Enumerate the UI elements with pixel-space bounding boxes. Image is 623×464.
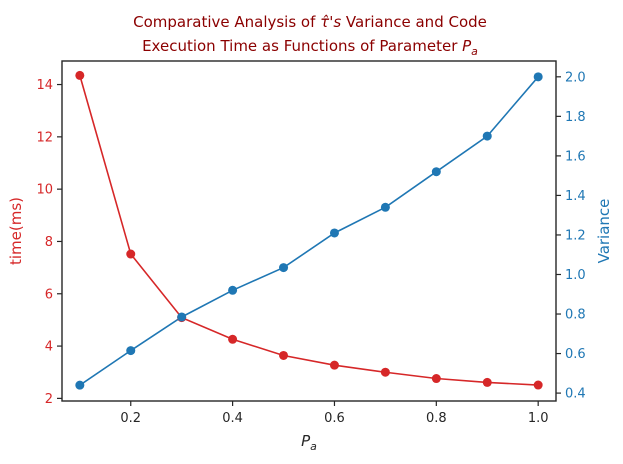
data-point-left [533, 380, 543, 390]
data-point-right [75, 380, 85, 390]
data-point-right [380, 202, 390, 212]
left-tick-label: 4 [45, 340, 53, 355]
data-point-right [329, 228, 339, 238]
series-line-left [79, 75, 539, 386]
x-tick-label: 0.2 [120, 411, 141, 426]
right-tick-label: 0.6 [565, 347, 586, 362]
right-tick-label: 1.2 [565, 228, 586, 243]
right-tick-label: 1.0 [565, 268, 586, 283]
data-point-left [482, 377, 492, 387]
series-line-right [79, 76, 539, 386]
x-axis-ticks: 0.2 0.4 0.6 0.8 1.0 [120, 401, 549, 426]
x-tick-label: 0.6 [324, 411, 345, 426]
right-axis-ticks: 0.4 0.6 0.8 1.0 1.2 1.4 1.6 1.8 2.0 [556, 70, 586, 402]
x-tick-label: 1.0 [528, 411, 549, 426]
data-point-left [75, 70, 85, 80]
data-point-right [177, 312, 187, 322]
data-point-left [126, 249, 136, 259]
series-points [75, 70, 543, 390]
data-point-right [279, 263, 289, 273]
data-point-left [279, 350, 289, 360]
left-tick-label: 2 [45, 392, 53, 407]
data-point-right [126, 346, 136, 356]
data-point-left [431, 374, 441, 384]
right-tick-label: 0.8 [565, 308, 586, 323]
data-point-left [380, 367, 390, 377]
left-tick-label: 6 [45, 287, 53, 302]
left-tick-label: 12 [36, 130, 53, 145]
data-point-right [482, 131, 492, 141]
data-point-right [228, 285, 238, 295]
data-point-left [329, 360, 339, 370]
left-tick-label: 14 [36, 78, 53, 93]
right-tick-label: 1.4 [565, 189, 586, 204]
right-axis-label: Variance [595, 199, 613, 264]
series-lines [79, 75, 539, 386]
data-point-right [533, 72, 543, 82]
right-tick-label: 0.4 [565, 387, 586, 402]
x-axis-label: Pa [301, 432, 317, 453]
right-tick-label: 1.6 [565, 149, 586, 164]
x-tick-label: 0.4 [222, 411, 243, 426]
right-tick-label: 1.8 [565, 110, 586, 125]
plot-area [61, 60, 557, 402]
data-point-right [431, 167, 441, 177]
chart-title-line1: Comparative Analysis of τ̂'s Variance an… [133, 13, 487, 31]
left-tick-label: 8 [45, 235, 53, 250]
left-axis-ticks: 2 4 6 8 10 12 14 [36, 78, 62, 407]
x-tick-label: 0.8 [426, 411, 447, 426]
left-axis-label: time(ms) [7, 197, 25, 265]
chart-title-line2: Execution Time as Functions of Parameter… [142, 37, 478, 58]
data-point-left [228, 334, 238, 344]
left-tick-label: 10 [36, 183, 53, 198]
right-tick-label: 2.0 [565, 70, 586, 85]
